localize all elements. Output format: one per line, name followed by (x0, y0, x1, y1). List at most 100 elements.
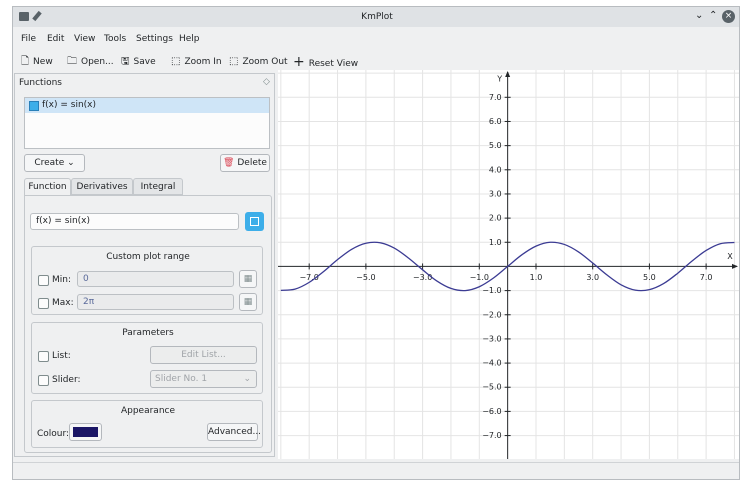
window: KmPlot ⌄ ⌃ × File Edit View Tools Settings He… (12, 6, 740, 480)
x-tick-label: −3.0 (413, 273, 432, 282)
toolbar-button[interactable]: 🗀 Open... (67, 53, 114, 71)
toolbar-label: Save (133, 57, 156, 67)
list-label: List: (52, 351, 71, 361)
toolbar-button[interactable]: 🗋 New (21, 53, 53, 71)
toolbar-icon: ⬚ (171, 56, 181, 67)
menu-item[interactable]: Help (179, 34, 200, 44)
min-checkbox[interactable] (38, 275, 49, 286)
create-label: Create (34, 158, 65, 168)
y-tick-label: 7.0 (489, 93, 502, 102)
plot-range-group: Custom plot range Min: 0 ▦ Max: 2π ▦ (31, 246, 263, 315)
y-tick-label: −2.0 (482, 310, 501, 319)
title-bar: KmPlot ⌄ ⌃ × (13, 7, 739, 27)
toolbar-icon: 🗋 (21, 56, 30, 67)
toolbar-icon: 🖫 (121, 56, 130, 67)
slider-checkbox[interactable] (38, 375, 49, 386)
y-tick-label: −4.0 (482, 359, 501, 368)
delete-label: Delete (237, 158, 267, 168)
max-checkbox[interactable] (38, 298, 49, 309)
y-axis-arrow (505, 71, 511, 77)
function-list-item[interactable]: f(x) = sin(x) (25, 98, 269, 113)
plot-area[interactable]: X Y −7.0 −5.0 −3.0 −1.0 1.0 3.0 5.0 7.0 7.0 6.0 5.0 4… (278, 70, 739, 459)
group-title: Custom plot range (106, 252, 190, 262)
toolbar-label: New (33, 57, 53, 67)
max-label: Max: (52, 298, 74, 308)
max-field[interactable]: 2π (77, 294, 234, 310)
y-tick-label: 3.0 (489, 189, 502, 198)
menu-item[interactable]: View (74, 34, 96, 44)
panel-title: Functions (19, 78, 62, 88)
menu-item[interactable]: Edit (47, 34, 65, 44)
y-tick-label: 4.0 (489, 165, 502, 174)
x-tick-label: 5.0 (643, 273, 656, 282)
toolbar-icon: ⬚ (229, 56, 239, 67)
panel-float-button[interactable]: ◇ (263, 77, 270, 87)
toolbar-label: Reset View (308, 59, 359, 69)
min-field[interactable]: 0 (77, 271, 234, 287)
x-axis-arrow (732, 263, 738, 269)
slider-combo[interactable]: Slider No. 1 ⌄ (150, 370, 257, 388)
toolbar-button[interactable]: 🖫 Save (121, 53, 156, 71)
advanced-button[interactable]: Advanced... (207, 423, 261, 441)
y-tick-label: 1.0 (489, 238, 502, 247)
y-tick-label: −1.0 (482, 286, 501, 295)
x-tick-label: −7.0 (299, 273, 318, 282)
x-tick-label: 3.0 (586, 273, 599, 282)
slider-combo-label: Slider No. 1 (155, 374, 208, 384)
toolbar-label: Open... (81, 57, 114, 67)
parameters-group: Parameters List: Edit List... Slider: Sl… (31, 322, 263, 394)
tab[interactable]: Function (24, 178, 71, 195)
close-button[interactable]: × (722, 10, 735, 23)
list-checkbox[interactable] (38, 351, 49, 362)
function-checkbox[interactable] (29, 101, 39, 111)
y-tick-label: 2.0 (489, 214, 502, 223)
colour-button[interactable] (69, 423, 102, 441)
equation-field[interactable]: f(x) = sin(x) (30, 213, 239, 230)
functions-panel: Functions ◇ f(x) = sin(x) Create ⌄ 🗑 Del… (14, 73, 275, 457)
x-tick-label: −1.0 (470, 273, 489, 282)
x-axis-label: X (727, 252, 733, 261)
x-tick-label: −5.0 (356, 273, 375, 282)
y-tick-label: 5.0 (489, 141, 502, 150)
y-tick-label: −6.0 (482, 407, 501, 416)
y-axis-label: Y (496, 75, 502, 84)
toolbar-label: Zoom Out (242, 57, 288, 67)
appearance-group: Appearance Colour: Advanced... (31, 400, 263, 448)
tab[interactable]: Derivatives (71, 178, 133, 195)
min-editor-button[interactable]: ▦ (239, 270, 257, 288)
menu-item[interactable]: File (21, 34, 37, 44)
edit-list-button[interactable]: Edit List... (150, 346, 257, 364)
colour-label: Colour: (37, 429, 70, 439)
colour-swatch (73, 427, 98, 437)
x-tick-label: 1.0 (530, 273, 543, 282)
function-curve (280, 241, 735, 292)
toolbar-button[interactable]: ⬚ Zoom In (171, 53, 222, 71)
toolbar-icon: 🗀 (67, 56, 77, 67)
status-bar (13, 462, 739, 479)
window-title: KmPlot (361, 12, 393, 22)
minimize-button[interactable]: ⌄ (695, 10, 704, 21)
max-editor-button[interactable]: ▦ (239, 293, 257, 311)
function-list: f(x) = sin(x) (24, 97, 270, 149)
delete-button[interactable]: 🗑 Delete (220, 154, 270, 172)
menu-item[interactable]: Settings (136, 34, 173, 44)
y-tick-label: −5.0 (482, 383, 501, 392)
toolbar-label: Zoom In (184, 57, 222, 67)
x-tick-label: 7.0 (700, 273, 713, 282)
toolbar-icon: + (293, 54, 305, 70)
equation-editor-button[interactable] (245, 212, 264, 231)
create-button[interactable]: Create ⌄ (24, 154, 85, 172)
maximize-button[interactable]: ⌃ (709, 10, 718, 21)
tab[interactable]: Integral (133, 178, 183, 195)
y-tick-label: −3.0 (482, 334, 501, 343)
toolbar-button[interactable]: ⬚ Zoom Out (229, 53, 288, 71)
group-title: Parameters (122, 328, 174, 338)
tab-content: f(x) = sin(x) Custom plot range Min: 0 ▦… (24, 195, 272, 453)
group-title: Appearance (120, 406, 176, 416)
slider-label: Slider: (52, 375, 81, 385)
y-tick-label: 6.0 (489, 117, 502, 126)
menu-item[interactable]: Tools (104, 34, 127, 44)
min-label: Min: (52, 275, 72, 285)
toolbar-button[interactable]: + Reset View (293, 53, 358, 71)
